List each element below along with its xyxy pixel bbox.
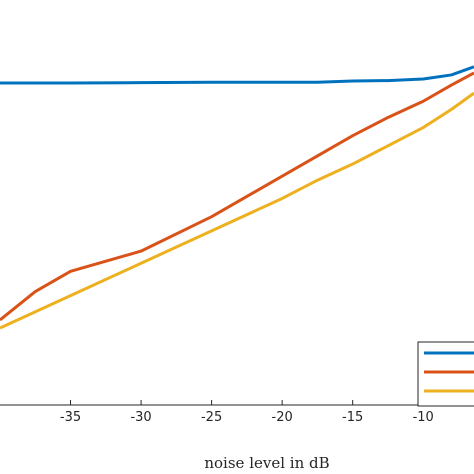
x-tick-label: -20 — [272, 410, 293, 425]
x-tick-label: -35 — [60, 410, 81, 425]
x-tick-label: -15 — [342, 410, 363, 425]
x-tick-label: -25 — [201, 410, 222, 425]
x-tick-label: -10 — [413, 410, 434, 425]
x-axis-label: noise level in dB — [204, 454, 329, 472]
x-tick-label: -30 — [130, 410, 151, 425]
legend — [417, 341, 474, 407]
series-line-1 — [0, 65, 474, 85]
axes: -35 -30 -25 -20 -15 -10 — [0, 400, 474, 425]
plot-lines — [0, 65, 474, 330]
series-line-3 — [0, 91, 474, 330]
series-line-2 — [0, 71, 474, 322]
